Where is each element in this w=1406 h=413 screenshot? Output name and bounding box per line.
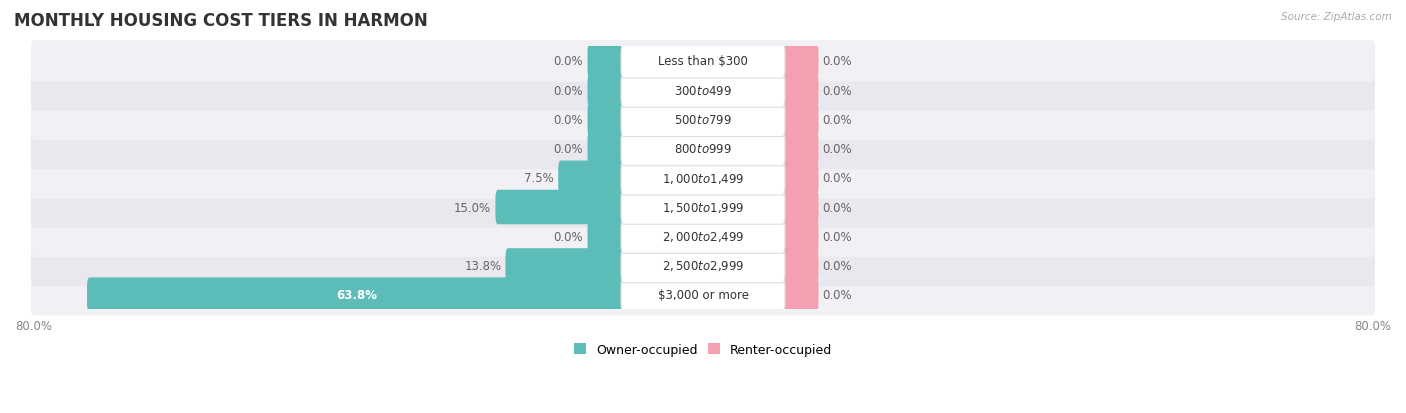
Text: 0.0%: 0.0% <box>823 55 852 68</box>
Text: 13.8%: 13.8% <box>464 259 502 272</box>
Text: 7.5%: 7.5% <box>524 172 554 185</box>
Text: 63.8%: 63.8% <box>336 288 377 301</box>
Text: 0.0%: 0.0% <box>823 114 852 126</box>
FancyBboxPatch shape <box>588 219 626 254</box>
Text: $2,000 to $2,499: $2,000 to $2,499 <box>662 230 744 244</box>
FancyBboxPatch shape <box>506 249 626 283</box>
FancyBboxPatch shape <box>31 274 1375 316</box>
FancyBboxPatch shape <box>621 278 785 312</box>
Text: 15.0%: 15.0% <box>454 201 491 214</box>
FancyBboxPatch shape <box>31 41 1375 83</box>
FancyBboxPatch shape <box>780 249 818 283</box>
FancyBboxPatch shape <box>621 161 785 195</box>
FancyBboxPatch shape <box>31 100 1375 141</box>
Text: $1,500 to $1,999: $1,500 to $1,999 <box>662 201 744 214</box>
FancyBboxPatch shape <box>588 103 626 137</box>
FancyBboxPatch shape <box>31 245 1375 287</box>
FancyBboxPatch shape <box>588 45 626 79</box>
Text: 0.0%: 0.0% <box>554 84 583 97</box>
Text: 0.0%: 0.0% <box>823 172 852 185</box>
Text: 0.0%: 0.0% <box>554 114 583 126</box>
FancyBboxPatch shape <box>780 190 818 225</box>
Text: $3,000 or more: $3,000 or more <box>658 288 748 301</box>
FancyBboxPatch shape <box>621 45 785 79</box>
Text: 0.0%: 0.0% <box>823 259 852 272</box>
Text: Less than $300: Less than $300 <box>658 55 748 68</box>
Text: 0.0%: 0.0% <box>823 288 852 301</box>
Text: 0.0%: 0.0% <box>554 55 583 68</box>
Text: 0.0%: 0.0% <box>554 143 583 156</box>
Text: $1,000 to $1,499: $1,000 to $1,499 <box>662 171 744 185</box>
FancyBboxPatch shape <box>588 132 626 166</box>
FancyBboxPatch shape <box>588 74 626 108</box>
FancyBboxPatch shape <box>621 132 785 166</box>
FancyBboxPatch shape <box>31 187 1375 228</box>
Text: $2,500 to $2,999: $2,500 to $2,999 <box>662 259 744 273</box>
Text: Source: ZipAtlas.com: Source: ZipAtlas.com <box>1281 12 1392 22</box>
FancyBboxPatch shape <box>621 219 785 254</box>
Text: $500 to $799: $500 to $799 <box>673 114 733 126</box>
FancyBboxPatch shape <box>621 249 785 283</box>
FancyBboxPatch shape <box>558 161 626 195</box>
FancyBboxPatch shape <box>780 161 818 195</box>
Text: $800 to $999: $800 to $999 <box>673 143 733 156</box>
Text: 0.0%: 0.0% <box>823 230 852 243</box>
FancyBboxPatch shape <box>621 190 785 225</box>
FancyBboxPatch shape <box>495 190 626 225</box>
FancyBboxPatch shape <box>780 219 818 254</box>
Legend: Owner-occupied, Renter-occupied: Owner-occupied, Renter-occupied <box>568 338 838 361</box>
Text: $300 to $499: $300 to $499 <box>673 84 733 97</box>
FancyBboxPatch shape <box>31 216 1375 257</box>
Text: 0.0%: 0.0% <box>823 201 852 214</box>
FancyBboxPatch shape <box>87 278 626 312</box>
FancyBboxPatch shape <box>780 278 818 312</box>
Text: 0.0%: 0.0% <box>823 143 852 156</box>
Text: 0.0%: 0.0% <box>823 84 852 97</box>
FancyBboxPatch shape <box>621 103 785 137</box>
FancyBboxPatch shape <box>31 128 1375 170</box>
FancyBboxPatch shape <box>31 70 1375 112</box>
FancyBboxPatch shape <box>31 158 1375 199</box>
FancyBboxPatch shape <box>780 132 818 166</box>
Text: 0.0%: 0.0% <box>554 230 583 243</box>
FancyBboxPatch shape <box>780 103 818 137</box>
FancyBboxPatch shape <box>780 74 818 108</box>
FancyBboxPatch shape <box>621 74 785 108</box>
FancyBboxPatch shape <box>780 45 818 79</box>
Text: MONTHLY HOUSING COST TIERS IN HARMON: MONTHLY HOUSING COST TIERS IN HARMON <box>14 12 427 30</box>
